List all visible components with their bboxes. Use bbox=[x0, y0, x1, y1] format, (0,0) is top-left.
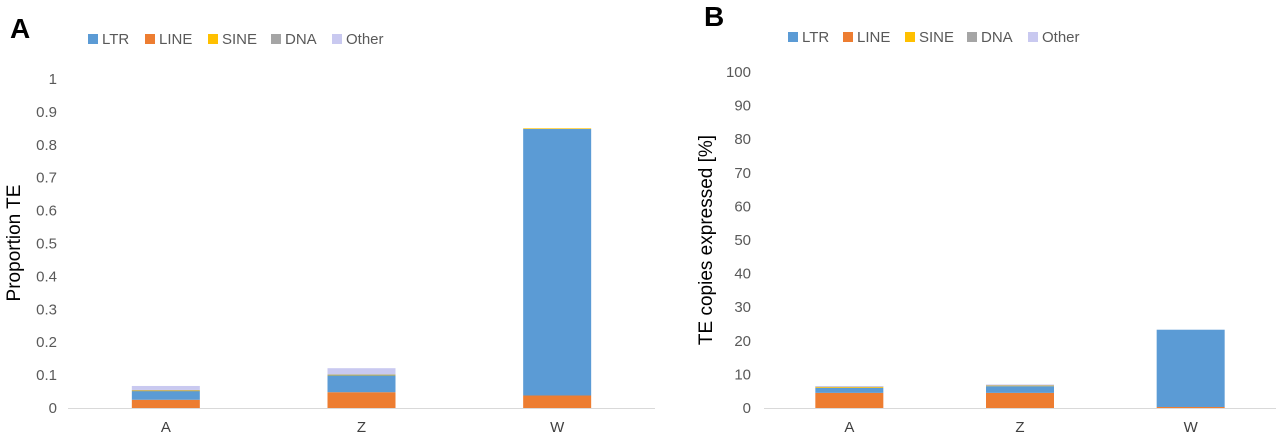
legend-label-dna: DNA bbox=[981, 29, 1013, 46]
bar-segment-sine bbox=[815, 386, 884, 388]
bar-segment-ltr bbox=[815, 387, 884, 393]
y-tick-label: 0.1 bbox=[36, 367, 57, 384]
x-category-label: A bbox=[161, 419, 171, 436]
x-category-label: Z bbox=[1015, 419, 1024, 436]
legend-swatch-other bbox=[332, 34, 342, 44]
y-tick-label: 0.7 bbox=[36, 170, 57, 187]
bar-segment-ltr bbox=[327, 375, 396, 393]
legend-swatch-ltr bbox=[788, 32, 798, 42]
legend-label-sine: SINE bbox=[919, 29, 954, 46]
bar-segment-other bbox=[131, 385, 200, 390]
bar-segment-line bbox=[523, 395, 592, 408]
y-tick-label: 90 bbox=[734, 98, 751, 115]
x-category-label: W bbox=[550, 419, 565, 436]
legend-swatch-line bbox=[843, 32, 853, 42]
legend-label-line: LINE bbox=[159, 31, 192, 48]
bar-segment-ltr bbox=[523, 129, 592, 396]
bar-segment-dna bbox=[327, 374, 396, 375]
legend-label-ltr: LTR bbox=[802, 29, 829, 46]
bar-segment-dna bbox=[815, 386, 884, 388]
y-tick-label: 40 bbox=[734, 266, 751, 283]
legend-swatch-sine bbox=[905, 32, 915, 42]
legend-label-sine: SINE bbox=[222, 31, 257, 48]
y-tick-label: 1 bbox=[49, 71, 57, 88]
y-tick-label: 10 bbox=[734, 366, 751, 383]
legend-swatch-other bbox=[1028, 32, 1038, 42]
legend-swatch-sine bbox=[208, 34, 218, 44]
legend-label-other: Other bbox=[1042, 29, 1080, 46]
chart-panel-a: A LTR LINE SINE DNA Other 0 0.1 0.2 0.3 0.4 0.5 0.6 0… bbox=[4, 13, 655, 436]
y-tick-label: 0.4 bbox=[36, 268, 57, 285]
bar-segment-sine bbox=[131, 390, 200, 392]
x-category-label: A bbox=[844, 419, 854, 436]
y-tick-label: 60 bbox=[734, 198, 751, 215]
legend-label-ltr: LTR bbox=[102, 31, 129, 48]
legend-label-dna: DNA bbox=[285, 31, 317, 48]
y-tick-label: 0.2 bbox=[36, 334, 57, 351]
panel-letter: A bbox=[10, 13, 30, 44]
y-tick-label: 20 bbox=[734, 333, 751, 350]
bar-segment-other bbox=[815, 386, 884, 387]
y-axis-label: TE copies expressed [%] bbox=[696, 135, 717, 345]
chart-panel-b: B LTR LINE SINE DNA Other 0 10 20 30 40 50 60 70 80 90 1… bbox=[696, 1, 1276, 436]
y-tick-label: 30 bbox=[734, 299, 751, 316]
bar-segment-sine bbox=[327, 374, 396, 376]
y-tick-label: 80 bbox=[734, 131, 751, 148]
bar-segment-sine bbox=[523, 128, 592, 130]
y-tick-label: 0.9 bbox=[36, 104, 57, 121]
bar-segment-line bbox=[131, 399, 200, 408]
bar-segment-other bbox=[986, 384, 1054, 386]
y-axis-label: Proportion TE bbox=[4, 185, 25, 302]
legend-label-line: LINE bbox=[857, 29, 890, 46]
bar-segment-line bbox=[1156, 406, 1225, 408]
legend-swatch-dna bbox=[271, 34, 281, 44]
bar-segment-dna bbox=[986, 385, 1054, 386]
bar-segment-ltr bbox=[1156, 329, 1225, 407]
bar-segment-dna bbox=[131, 389, 200, 391]
legend-label-other: Other bbox=[346, 31, 384, 48]
y-tick-label: 50 bbox=[734, 232, 751, 249]
legend-swatch-dna bbox=[967, 32, 977, 42]
y-tick-label: 0.3 bbox=[36, 301, 57, 318]
panel-letter: B bbox=[704, 1, 724, 32]
bar-segment-ltr bbox=[986, 386, 1054, 393]
bar-segment-ltr bbox=[131, 390, 200, 400]
y-tick-label: 0 bbox=[743, 400, 751, 417]
legend-swatch-line bbox=[145, 34, 155, 44]
y-tick-label: 100 bbox=[726, 64, 751, 81]
x-category-label: Z bbox=[357, 419, 366, 436]
bar-segment-other bbox=[327, 368, 396, 375]
x-category-label: W bbox=[1184, 419, 1199, 436]
y-tick-label: 0 bbox=[49, 400, 57, 417]
y-tick-label: 0.5 bbox=[36, 236, 57, 253]
bar-segment-line bbox=[986, 392, 1054, 408]
y-tick-label: 0.8 bbox=[36, 137, 57, 154]
bar-segment-line bbox=[815, 392, 884, 408]
legend-swatch-ltr bbox=[88, 34, 98, 44]
y-tick-label: 0.6 bbox=[36, 203, 57, 220]
y-tick-label: 70 bbox=[734, 165, 751, 182]
bar-segment-line bbox=[327, 392, 396, 408]
bar-segment-sine bbox=[986, 385, 1054, 387]
